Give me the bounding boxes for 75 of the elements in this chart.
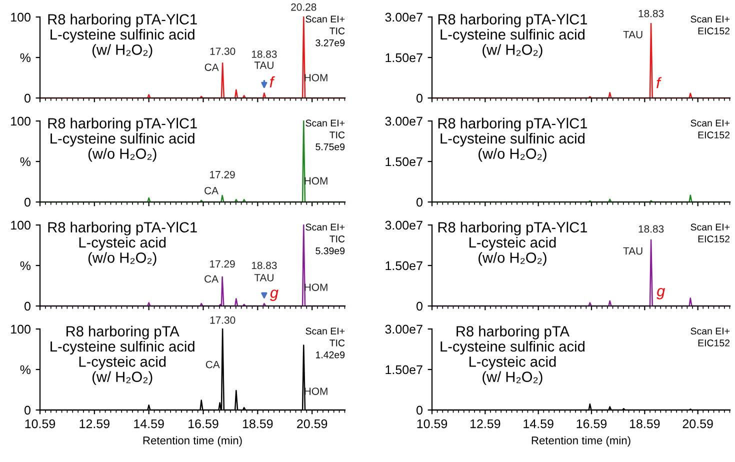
y-tick-label: 1.50e7 [386, 261, 422, 270]
y-tick-label: 0 [24, 198, 30, 207]
y-tick-label: 3.00e7 [385, 220, 422, 230]
x-tick-label: 10.59 [25, 419, 56, 428]
x-axis-title: Retention time (min) [532, 436, 630, 447]
y-tick-label: 1.50e7 [386, 157, 422, 166]
annotation: f [656, 77, 662, 88]
text: R8 harboring pTA L-cysteine sulfinic acid L-cysteic acid (w/ H₂O₂) [50, 326, 194, 385]
annotation: f [270, 76, 275, 88]
annotation: 17.30 [210, 48, 236, 55]
annotation: g [656, 288, 665, 300]
x-tick-label: 16.59 [188, 419, 218, 428]
x-tick-label: 20.59 [297, 419, 328, 428]
annotation: 17.30 [210, 316, 236, 324]
annotation: Scan EI+ TIC 5.39e9 [306, 224, 345, 254]
annotation: 18.83 [252, 262, 277, 270]
annotation: 20.28 [291, 3, 316, 11]
y-tick-label: 0 [24, 406, 30, 415]
y-tick-label: % [20, 261, 31, 270]
y-tick-label: 100 [11, 220, 30, 230]
annotation: CA [204, 275, 219, 283]
y-tick-label: % [20, 157, 31, 166]
annotation: 18.83 [638, 225, 664, 233]
y-tick-label: 0 [416, 198, 422, 207]
annotation: Scan EI+ TIC 5.75e9 [306, 120, 345, 150]
text: R8 harboring pTA-YlC1 L-cysteine sulfinic acid (w/o H₂O₂) [48, 118, 197, 162]
annotation: CA [204, 64, 219, 71]
text: R8 harboring pTA-YlC1 L-cysteine sulfinic acid (w/o H₂O₂) [438, 118, 587, 162]
x-tick-label: 16.59 [576, 419, 607, 428]
annotation: Scan EI+ EIC152 [690, 120, 730, 138]
y-tick-label: 100 [11, 116, 30, 126]
annotation: TAU [254, 62, 274, 69]
y-tick-label: % [20, 365, 31, 374]
x-tick-label: 20.59 [682, 419, 713, 428]
y-tick-label: 1.50e7 [386, 53, 422, 62]
text: R8 harboring pTA-YlC1 L-cysteine sulfinic acid (w/ H₂O₂) [438, 14, 587, 58]
annotation: Scan EI+ EIC152 [690, 328, 730, 346]
annotation: Scan EI+ TIC 3.27e9 [306, 16, 345, 46]
y-tick-label: % [20, 53, 31, 62]
x-tick-label: 12.59 [80, 419, 110, 428]
x-tick-label: 14.59 [524, 419, 554, 428]
x-tick-label: 10.59 [417, 419, 448, 428]
annotation: 18.83 [252, 50, 277, 58]
x-tick-label: 18.59 [242, 419, 273, 428]
x-tick-label: 14.59 [134, 419, 164, 428]
annotation: CA [204, 186, 219, 194]
y-tick-label: 3.00e7 [385, 324, 422, 334]
annotation: 18.83 [638, 10, 664, 18]
y-tick-label: 1.50e7 [386, 365, 422, 374]
y-tick-label: 0 [24, 302, 30, 311]
annotation: TAU [623, 31, 642, 38]
y-tick-label: 0 [416, 406, 422, 415]
annotation: Scan EI+ EIC152 [690, 16, 730, 34]
annotation: CA [206, 360, 220, 368]
annotation: Scan EI+ EIC152 [690, 224, 730, 242]
annotation: Scan EI+ TIC 1.42e9 [306, 328, 345, 358]
text: R8 harboring pTA-YlC1 L-cysteic acid (w/o H₂O₂) [48, 222, 197, 266]
text: R8 harboring pTA-YlC1 L-cysteine sulfinic acid (w/ H₂O₂) [48, 14, 197, 58]
annotation: 17.29 [210, 170, 235, 178]
annotation: g [270, 290, 278, 301]
y-tick-label: 0 [24, 94, 30, 103]
y-tick-label: 0 [416, 302, 422, 311]
annotation: TAU [623, 247, 642, 255]
y-tick-label: 100 [11, 324, 30, 334]
y-tick-label: 3.00e7 [385, 116, 422, 126]
annotation: TAU [254, 274, 274, 282]
y-tick-label: 0 [416, 94, 422, 103]
x-axis-title: Retention time (min) [143, 436, 242, 447]
text: R8 harboring pTA-YlC1 L-cysteic acid (w/o H₂O₂) [438, 222, 587, 266]
x-tick-label: 12.59 [470, 419, 500, 428]
text: R8 harboring pTA L-cysteine sulfinic acid L-cysteic acid (w/ H₂O₂) [440, 326, 584, 385]
y-tick-label: 3.00e7 [385, 12, 422, 22]
annotation: 17.29 [210, 260, 235, 268]
y-tick-label: 100 [11, 12, 30, 22]
x-tick-label: 18.59 [630, 419, 660, 428]
